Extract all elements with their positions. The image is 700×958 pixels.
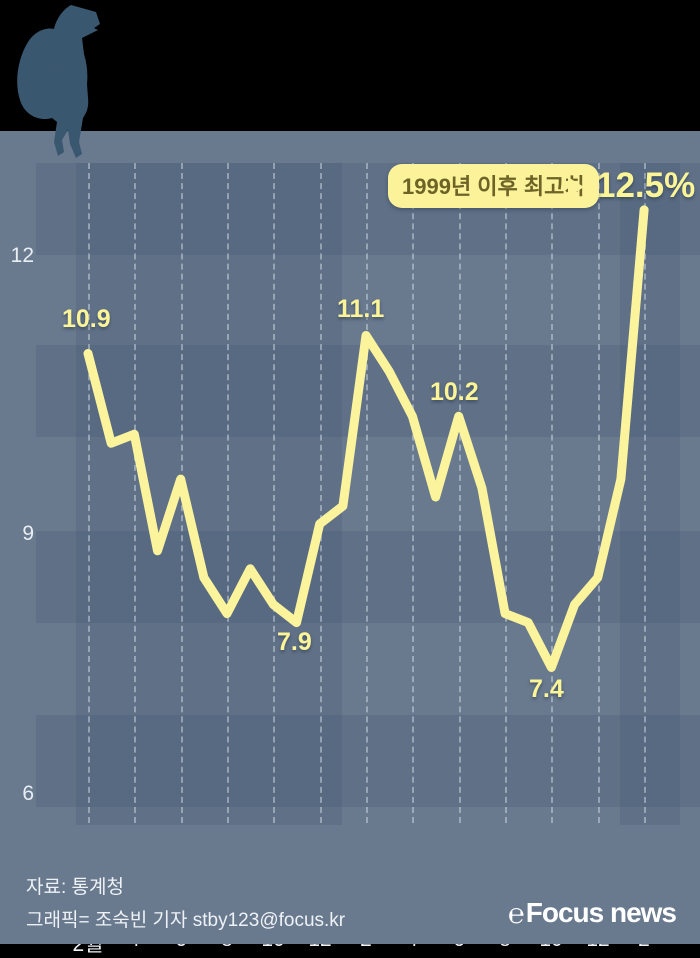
gridline-v bbox=[459, 163, 461, 823]
year-band-2016 bbox=[620, 163, 680, 825]
callout-box: 1999년 이후 최고치 bbox=[388, 164, 599, 208]
gridline-v bbox=[88, 163, 90, 823]
person-silhouette-icon bbox=[17, 5, 100, 158]
gridline-v bbox=[227, 163, 229, 823]
credit-text: 그래픽= 조숙빈 기자 stby123@focus.kr bbox=[26, 910, 346, 931]
plot-area: 12 9 6 2월 4 6 8 10 12 2 4 6 8 10 12 2 20… bbox=[0, 131, 700, 956]
source-text: 자료: 통계청 bbox=[26, 877, 124, 898]
y-tick-6: 6 bbox=[22, 782, 34, 805]
gridline-v bbox=[505, 163, 507, 823]
gridline-v bbox=[320, 163, 322, 823]
gridline-v bbox=[644, 163, 646, 823]
gridline-v bbox=[598, 163, 600, 823]
y-tick-9: 9 bbox=[22, 522, 34, 545]
point-label-7-9: 7.9 bbox=[277, 628, 312, 656]
hband-4 bbox=[36, 715, 700, 807]
hband-2 bbox=[36, 345, 700, 437]
point-label-10-2: 10.2 bbox=[430, 378, 479, 406]
focusnews-logo-text: Focus news bbox=[525, 897, 677, 928]
year-band-2014 bbox=[76, 163, 342, 825]
y-tick-12: 12 bbox=[10, 244, 34, 267]
gridline-v bbox=[366, 163, 368, 823]
focusnews-logo-mark: ℮ bbox=[507, 898, 525, 929]
gridline-v bbox=[551, 163, 553, 823]
chart-panel bbox=[0, 131, 700, 944]
gridline-v bbox=[273, 163, 275, 823]
focusnews-logo: ℮Focus news bbox=[507, 897, 677, 929]
gridline-v bbox=[134, 163, 136, 823]
point-label-10-9: 10.9 bbox=[62, 305, 111, 333]
point-label-11-1: 11.1 bbox=[337, 295, 385, 323]
footer: 자료: 통계청 그래픽= 조숙빈 기자 stby123@focus.kr bbox=[0, 853, 700, 944]
point-label-12-5: 12.5% bbox=[596, 166, 696, 205]
point-label-7-4: 7.4 bbox=[529, 675, 564, 703]
gridline-v bbox=[412, 163, 414, 823]
hband-3 bbox=[36, 531, 700, 623]
callout-tail-icon bbox=[568, 177, 584, 197]
